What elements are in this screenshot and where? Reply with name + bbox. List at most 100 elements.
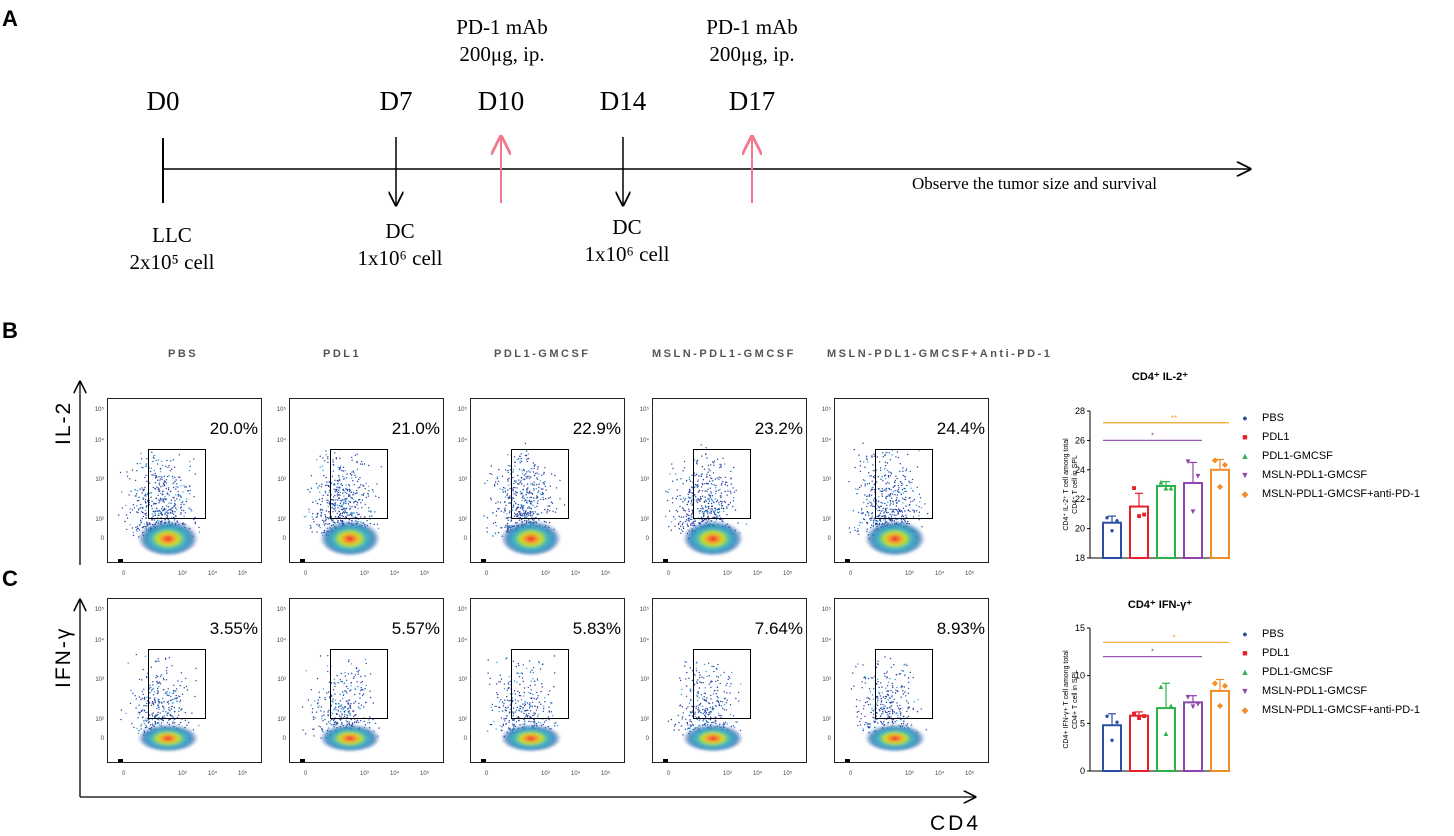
flow-event-dot [334,494,336,497]
day-d0: D0 [146,86,180,116]
flow-plot: 10⁵ 10⁴ 10³ 10² 0 0 10³ 10⁴ 10⁵ 22.9% [458,398,625,577]
flow-event-dot [325,510,327,512]
flow-event-dot [540,493,542,495]
flow-event-dot [151,474,153,476]
flow-event-dot [325,476,327,479]
flow-gate [330,449,388,519]
flow-event-dot [714,511,716,513]
flow-event-dot [126,471,128,473]
flow-event-dot [513,512,516,514]
flow-event-dot [874,720,877,723]
flow-event-dot [863,676,865,679]
flow-event-dot [700,516,703,518]
flow-event-dot [513,505,515,507]
flow-x-tick: 0 [304,571,308,577]
flow-event-dot [722,508,725,510]
flow-event-dot [550,501,553,503]
flow-event-dot [868,501,870,503]
flow-event-dot [714,492,717,495]
flow-event-dot [344,502,346,504]
flow-event-dot [699,496,702,498]
flow-event-dot [342,508,344,510]
legend-item: ▼ MSLN-PDL1-GMCSF [1240,469,1368,481]
flow-event-dot [878,519,881,521]
flow-event-dot [531,501,533,503]
flow-event-dot [495,515,497,517]
flow-event-dot [158,499,160,501]
flow-event-dot [307,699,310,701]
flow-event-dot [689,711,691,713]
legend-label: MSLN-PDL1-GMCSF [1262,685,1368,697]
flow-event-dot [327,494,329,496]
flow-event-dot [499,501,502,504]
flow-event-dot [167,487,170,489]
flow-event-dot [517,474,519,477]
flow-event-dot [347,488,349,491]
flow-event-dot [136,530,138,532]
flow-event-dot [193,458,195,460]
flow-event-dot [709,496,712,498]
flow-x-tick: 10³ [905,771,914,777]
flow-event-dot [175,479,177,481]
flow-event-dot [183,515,185,517]
flow-event-dot [148,492,151,494]
flow-event-dot [151,451,153,453]
flow-event-dot [863,461,865,463]
flow-event-dot [512,490,514,492]
flow-event-dot [152,510,154,513]
flow-event-dot [682,530,684,532]
flow-event-dot [502,705,505,707]
flow-event-dot [321,728,323,730]
flow-event-dot [538,473,540,475]
flow-event-dot [342,466,345,468]
flow-event-dot [715,490,717,492]
flow-event-dot [356,504,358,506]
flow-event-dot [505,717,507,720]
flow-axis-marker [845,759,850,762]
flow-event-dot [516,487,518,489]
flow-event-dot [361,494,363,496]
flow-event-dot [862,501,865,504]
flow-event-dot [701,482,703,485]
flow-event-dot [682,712,684,714]
flow-event-dot [353,472,355,474]
flow-event-dot [138,508,140,510]
flow-event-dot [135,653,138,656]
flow-event-dot [143,488,146,491]
flow-event-dot [862,708,865,710]
flow-event-dot [140,698,142,701]
flow-event-dot [709,719,712,721]
flow-event-dot [328,501,330,503]
flow-event-dot [506,714,509,717]
flow-event-dot [317,702,319,704]
flow-event-dot [131,509,134,511]
flow-event-dot [536,478,539,480]
flow-event-dot [710,505,713,507]
flow-event-dot [163,475,166,477]
flow-event-dot [348,490,351,492]
flow-event-dot [373,523,375,526]
flow-event-dot [676,511,679,513]
flow-event-dot [145,725,147,727]
flow-density-blob [320,519,380,555]
flow-event-dot [322,469,324,472]
flow-y-tick: 10⁴ [94,438,104,444]
flow-event-dot [353,484,355,486]
flow-event-dot [368,464,370,467]
flow-event-dot [355,500,358,503]
flow-event-dot [184,486,186,488]
flow-event-dot [723,500,726,503]
flow-y-tick: 10⁵ [457,607,467,613]
flow-event-dot [729,490,731,492]
chart-y-tick-label: 26 [1075,435,1085,445]
flow-event-dot [706,473,708,475]
flow-event-dot [162,493,164,496]
flow-event-dot [351,456,353,458]
flow-event-dot [708,500,711,502]
data-point: ▼ [1189,507,1197,516]
flow-event-dot [532,462,535,464]
flow-event-dot [174,515,177,517]
flow-event-dot [358,478,360,481]
flow-event-dot [498,507,500,510]
flow-event-dot [514,480,516,482]
